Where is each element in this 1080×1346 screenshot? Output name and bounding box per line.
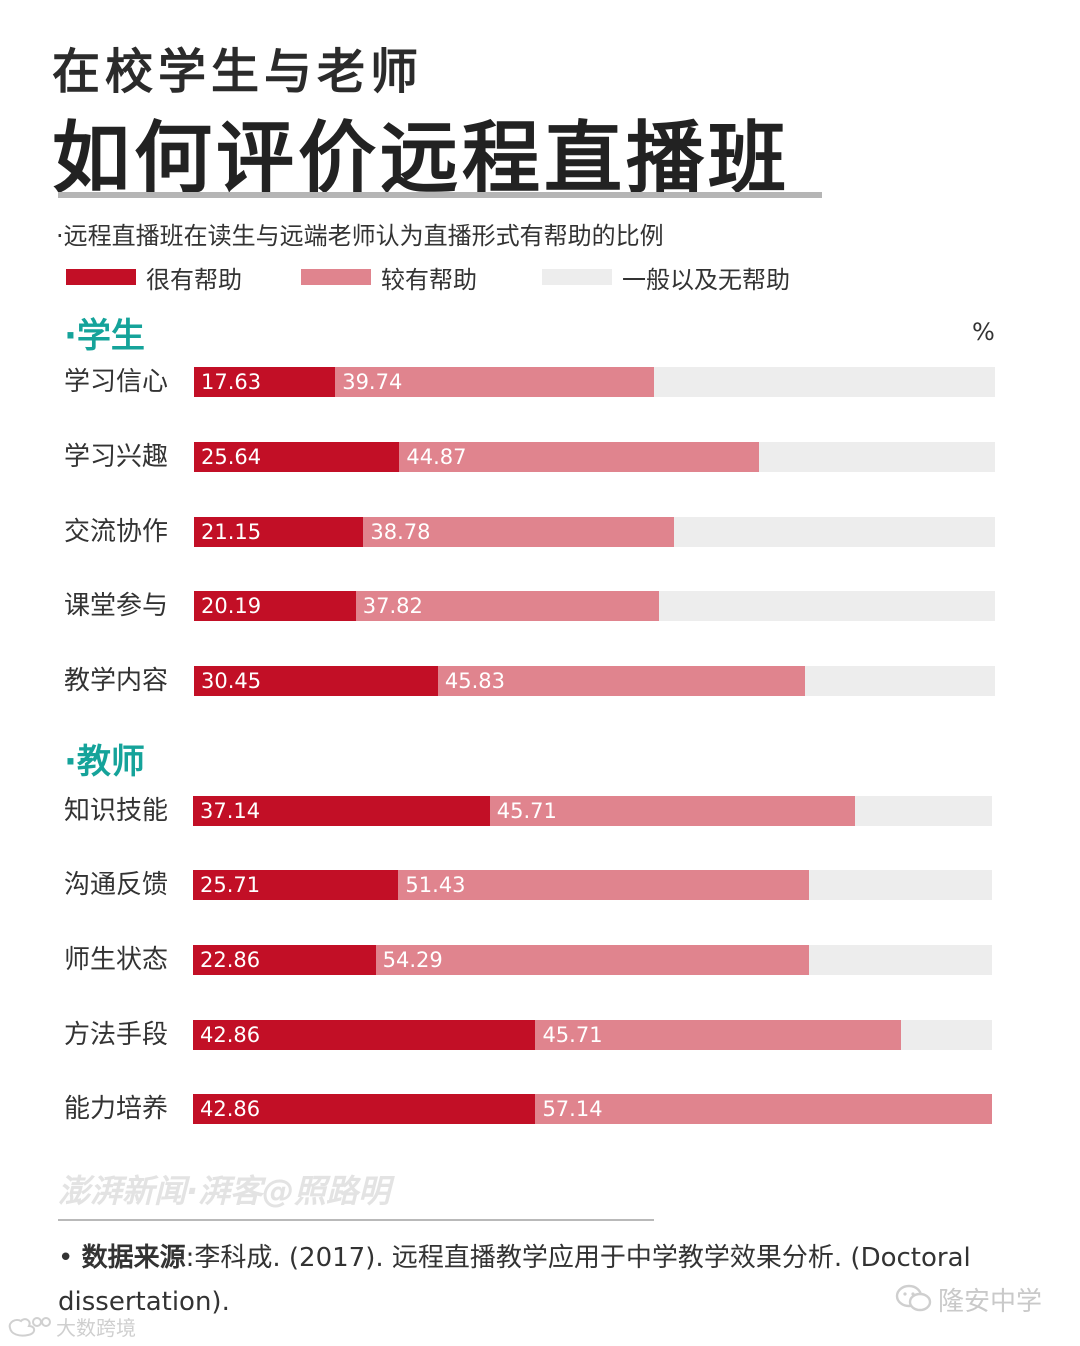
brand-weibo-label: 大数跨境 (56, 1315, 136, 1340)
data-label: 42.86 (200, 1023, 261, 1047)
data-label: 42.86 (200, 1097, 261, 1121)
data-label: 22.86 (200, 948, 261, 972)
bar-segment (193, 1020, 536, 1050)
bar-segment (194, 666, 438, 696)
watermark: 澎湃新闻·湃客@照路明 (58, 1172, 391, 1210)
bar-segment (194, 442, 400, 472)
footer-divider (58, 1219, 654, 1221)
bar-segment (194, 517, 364, 547)
data-label: 54.29 (382, 948, 443, 972)
legend-swatch-average-or-no-help (542, 269, 612, 285)
bar-segment (193, 870, 399, 900)
chart-subtitle: ·远程直播班在读生与远端老师认为直播形式有帮助的比例 (56, 222, 664, 250)
category-label: 学习兴趣 (64, 442, 169, 472)
bar-segment (375, 945, 810, 975)
title-divider (58, 192, 822, 198)
data-label: 37.82 (362, 594, 423, 618)
bar-segment (193, 945, 376, 975)
legend-swatch-very-helpful (66, 269, 136, 285)
data-label: 45.83 (444, 669, 506, 693)
title-line-1: 在校学生与老师 (52, 44, 424, 100)
bar-segment (194, 367, 336, 397)
bar-track: 22.86 54.29 (193, 945, 992, 975)
bar-segment (193, 796, 490, 826)
data-label: 51.43 (405, 873, 466, 897)
data-source: • 数据来源:李科成. (2017). 远程直播教学应用于中学教学效果分析. (… (58, 1243, 971, 1317)
bar-track: 37.14 45.71 (193, 796, 992, 826)
category-label: 师生状态 (64, 945, 169, 975)
bar-segment (355, 591, 659, 621)
bar-segment (535, 1094, 992, 1124)
bar-track: 42.86 57.14 (193, 1094, 992, 1124)
data-label: 21.15 (201, 520, 262, 544)
bar-track: 20.19 37.82 (194, 591, 995, 621)
bar-segment (193, 1094, 536, 1124)
category-label: 学习信心 (64, 367, 169, 397)
bar-segment (335, 367, 654, 397)
category-label: 交流协作 (64, 517, 169, 547)
legend: 很有帮助 较有帮助 一般以及无帮助 (0, 259, 1080, 295)
legend-item-very-helpful: 很有帮助 (66, 259, 242, 295)
bar-track: 25.71 51.43 (193, 870, 992, 900)
category-label: 教学内容 (64, 666, 169, 696)
section-title-students: ·学生 (64, 316, 145, 356)
data-label: 20.19 (201, 594, 262, 618)
category-label: 能力培养 (64, 1094, 169, 1124)
category-label: 知识技能 (64, 796, 169, 826)
legend-label: 较有帮助 (381, 265, 477, 294)
data-label: 30.45 (201, 669, 262, 693)
bar-track: 42.86 45.71 (193, 1020, 992, 1050)
percent-unit-label: % (972, 318, 995, 346)
data-source-text: :李科成. (2017). 远程直播教学应用于中学教学效果分析. (Doctor… (58, 1243, 971, 1317)
data-source-label: 数据来源 (81, 1243, 186, 1273)
bar-segment (489, 796, 855, 826)
data-label: 38.78 (370, 520, 431, 544)
brand-wechat-label: 隆安中学 (938, 1286, 1043, 1317)
category-label: 沟通反馈 (64, 870, 169, 900)
bar-segment (437, 666, 805, 696)
legend-item-fairly-helpful: 较有帮助 (301, 259, 477, 295)
data-label: 44.87 (406, 445, 467, 469)
weibo-icon (8, 1317, 51, 1337)
bar-track: 30.45 45.83 (194, 666, 995, 696)
bar-segment (194, 591, 356, 621)
brand-wechat: 隆安中学 (894, 1281, 1042, 1317)
bar-track: 17.63 39.74 (194, 367, 995, 397)
bar-track: 21.15 38.78 (194, 517, 995, 547)
data-label: 45.71 (496, 799, 557, 823)
data-label: 25.64 (201, 445, 262, 469)
legend-label: 很有帮助 (146, 265, 242, 294)
wechat-icon (895, 1284, 932, 1312)
bar-segment (535, 1020, 901, 1050)
data-label: 25.71 (200, 873, 261, 897)
section-title-teachers: ·教师 (64, 742, 145, 782)
data-label: 37.14 (200, 799, 261, 823)
category-label: 方法手段 (64, 1020, 169, 1050)
brand-weibo: 大数跨境 (6, 1312, 136, 1340)
bar-track: 25.64 44.87 (194, 442, 995, 472)
data-label: 57.14 (542, 1097, 603, 1121)
title-line-2: 如何评价远程直播班 (52, 113, 791, 204)
category-label: 课堂参与 (64, 591, 169, 621)
data-label: 45.71 (542, 1023, 603, 1047)
data-label: 39.74 (342, 370, 403, 394)
bar-segment (398, 870, 810, 900)
data-label: 17.63 (201, 370, 262, 394)
legend-label: 一般以及无帮助 (622, 265, 790, 294)
bar-segment (399, 442, 759, 472)
legend-swatch-fairly-helpful (301, 269, 371, 285)
bar-segment (363, 517, 675, 547)
legend-item-average-or-no-help: 一般以及无帮助 (542, 259, 790, 295)
